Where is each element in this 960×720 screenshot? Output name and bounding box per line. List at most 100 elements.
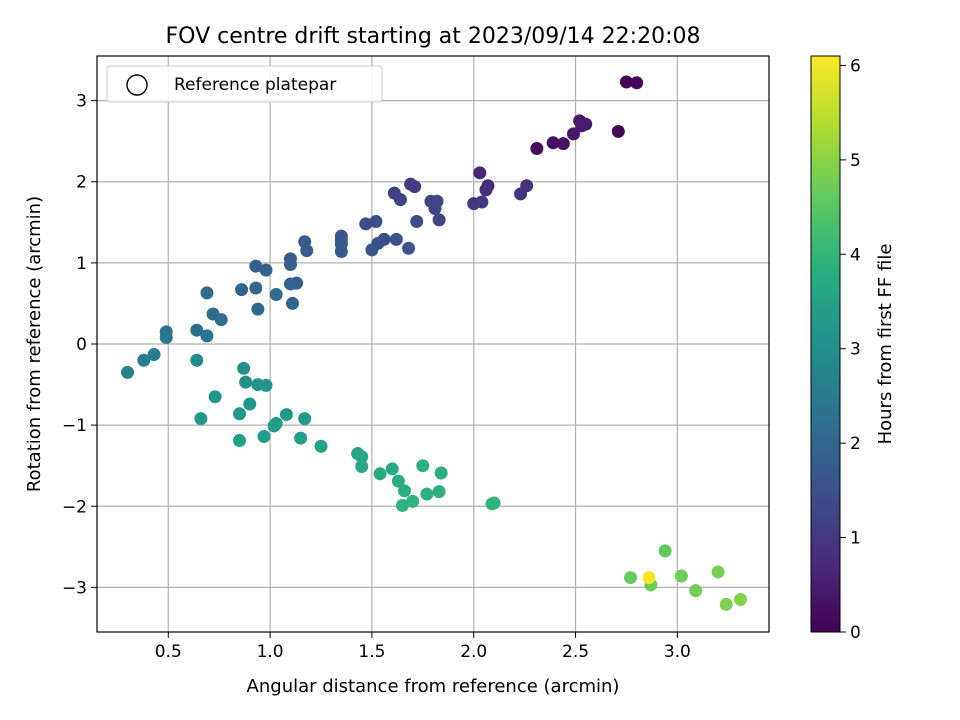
data-point	[190, 353, 204, 367]
y-tick-label: −3	[62, 578, 87, 598]
data-point	[190, 323, 204, 337]
data-point	[147, 348, 161, 362]
data-point	[283, 257, 297, 271]
x-axis-label: Angular distance from reference (arcmin)	[247, 676, 620, 697]
data-point	[475, 195, 489, 209]
y-tick-label: 3	[76, 92, 87, 112]
colorbar-tick-label: 3	[850, 340, 861, 360]
data-point	[719, 597, 733, 611]
data-point	[249, 281, 263, 295]
legend: Reference platepar	[106, 65, 383, 103]
data-point	[630, 76, 644, 90]
data-point	[514, 187, 528, 201]
data-point	[259, 263, 273, 277]
data-point	[300, 244, 314, 258]
data-point	[689, 584, 703, 598]
data-point	[355, 460, 369, 474]
data-point	[285, 296, 299, 310]
data-point	[257, 429, 271, 443]
data-point	[359, 217, 373, 231]
data-point	[546, 136, 560, 150]
colorbar-tick-label: 0	[850, 623, 861, 643]
data-point	[733, 593, 747, 607]
data-point	[200, 286, 214, 300]
data-point	[393, 193, 407, 207]
data-point	[485, 497, 499, 511]
data-point	[385, 462, 399, 476]
x-tick-label: 3.0	[664, 642, 691, 662]
data-point	[239, 375, 253, 389]
data-point	[269, 288, 283, 302]
data-point	[334, 245, 348, 259]
data-point	[556, 137, 570, 151]
legend-box	[106, 65, 383, 103]
data-point	[389, 232, 403, 246]
data-point	[373, 467, 387, 481]
data-point	[355, 450, 369, 464]
data-point	[214, 313, 228, 327]
grid-lines	[97, 56, 769, 632]
data-point	[251, 302, 265, 316]
chart-title: FOV centre drift starting at 2023/09/14 …	[166, 24, 701, 49]
data-point	[259, 378, 273, 392]
y-tick-label: 0	[76, 335, 87, 355]
data-point	[432, 213, 446, 227]
data-point	[279, 408, 293, 422]
colorbar-tick-label: 1	[850, 529, 861, 549]
colorbar-tick-label: 4	[850, 245, 861, 265]
colorbar-label: Hours from first FF file	[875, 244, 896, 445]
x-tick-label: 1.0	[257, 642, 284, 662]
y-tick-label: 1	[76, 254, 87, 274]
data-point	[249, 259, 263, 273]
data-point	[298, 412, 312, 426]
x-tick-label: 2.5	[562, 642, 589, 662]
data-point	[369, 214, 383, 228]
data-point	[479, 183, 493, 197]
data-point	[391, 474, 405, 488]
colorbar-tick-label: 5	[850, 151, 861, 171]
data-point	[365, 243, 379, 257]
colorbar-tick-label: 6	[850, 56, 861, 76]
data-point	[290, 276, 304, 290]
y-tick-label: 2	[76, 173, 87, 193]
data-point	[420, 487, 434, 501]
data-point	[416, 459, 430, 473]
data-point	[642, 571, 656, 585]
x-axis-ticks: 0.5 1.0 1.5 2.0 2.5 3.0	[155, 632, 691, 662]
data-point	[473, 166, 487, 180]
data-point	[397, 484, 411, 498]
data-point	[237, 361, 251, 375]
data-point	[619, 75, 633, 89]
data-point	[395, 498, 409, 512]
legend-label: Reference platepar	[174, 75, 336, 95]
data-point	[567, 127, 581, 141]
data-point	[267, 419, 281, 433]
colorbar-tick-label: 2	[850, 434, 861, 454]
data-point	[530, 141, 544, 155]
data-point	[208, 390, 222, 404]
data-point	[235, 283, 249, 297]
data-point	[428, 202, 442, 216]
data-point	[243, 397, 257, 411]
data-point	[711, 565, 725, 579]
colorbar-ticks: 0 1 2 3 4 5 6	[840, 56, 861, 643]
data-point	[402, 241, 416, 255]
data-point	[575, 119, 589, 133]
data-point	[294, 431, 308, 445]
legend-marker-hollow-circle	[126, 74, 148, 96]
data-point	[434, 466, 448, 480]
data-point	[121, 365, 135, 379]
data-point	[233, 407, 247, 421]
x-tick-label: 2.0	[460, 642, 487, 662]
y-tick-label: −1	[62, 416, 87, 436]
data-point	[432, 485, 446, 499]
data-point	[658, 544, 672, 558]
colorbar	[810, 55, 841, 633]
data-point	[233, 434, 247, 448]
data-point	[137, 353, 151, 367]
data-point	[200, 329, 214, 343]
data-point	[159, 331, 173, 345]
data-point	[624, 571, 638, 585]
data-points	[121, 75, 747, 611]
y-axis-label: Rotation from reference (arcmin)	[24, 196, 45, 492]
